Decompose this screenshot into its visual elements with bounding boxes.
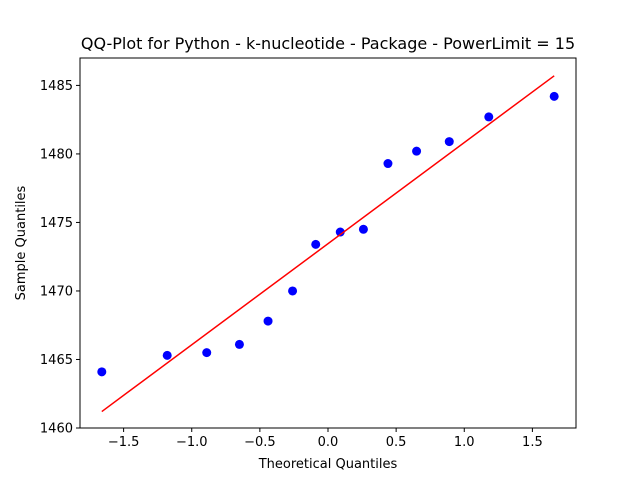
x-tick-label: −1.5 <box>108 435 140 450</box>
y-axis-ticks: 1460 1465 1470 1475 1480 1485 <box>40 79 80 437</box>
data-point <box>412 146 422 156</box>
y-tick-label: 1485 <box>40 79 73 94</box>
data-point <box>162 350 172 360</box>
plot-area <box>97 75 559 413</box>
data-point <box>444 137 454 147</box>
reference-line <box>101 75 555 413</box>
data-point <box>202 348 212 358</box>
data-point <box>358 224 368 234</box>
x-tick-label: 1.0 <box>454 435 475 450</box>
x-tick-label: 1.5 <box>522 435 543 450</box>
data-point <box>234 339 244 349</box>
data-point <box>311 239 321 249</box>
y-tick-label: 1465 <box>40 353 73 368</box>
data-point <box>549 91 559 101</box>
x-tick-label: 0.5 <box>386 435 407 450</box>
x-tick-label: 0.0 <box>318 435 339 450</box>
y-tick-label: 1480 <box>40 147 73 162</box>
data-point <box>383 159 393 169</box>
y-tick-label: 1470 <box>40 284 73 299</box>
y-axis-label: Sample Quantiles <box>14 185 29 300</box>
data-point <box>335 227 345 237</box>
data-point <box>97 367 107 377</box>
x-tick-label: −0.5 <box>244 435 276 450</box>
chart-title: QQ-Plot for Python - k-nucleotide - Pack… <box>81 34 575 53</box>
y-tick-label: 1460 <box>40 422 73 437</box>
x-tick-label: −1.0 <box>176 435 208 450</box>
x-axis-label: Theoretical Quantiles <box>258 457 398 472</box>
data-point <box>288 286 298 296</box>
y-tick-label: 1475 <box>40 216 73 231</box>
x-axis-ticks: −1.5 −1.0 −0.5 0.0 0.5 1.0 1.5 <box>108 428 543 450</box>
data-point <box>484 112 494 122</box>
data-point <box>263 316 273 326</box>
